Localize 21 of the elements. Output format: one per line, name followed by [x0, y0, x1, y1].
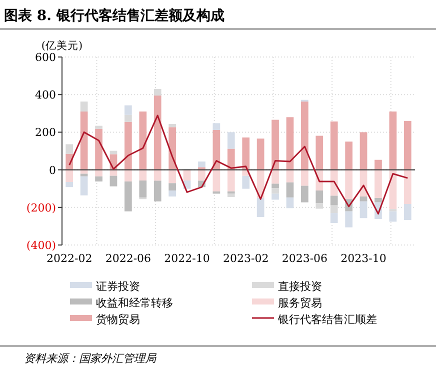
legend-label: 直接投资 — [278, 280, 322, 293]
y-tick-label: 600 — [35, 51, 56, 64]
y-tick-label: 200 — [35, 126, 56, 140]
legend-label: 收益和经常转移 — [96, 296, 173, 310]
x-tick-label: 2022-02 — [46, 252, 92, 265]
chart-title: 图表 8. 银行代客结售汇差额及构成 — [4, 7, 224, 24]
x-tick-label: 2022-10 — [164, 252, 210, 265]
legend-label: 证券投资 — [96, 280, 140, 293]
text: 资料来源：国家外汇管理局 — [24, 352, 157, 365]
y-tick-label: (400) — [26, 239, 56, 252]
x-tick-label: 2023-02 — [222, 252, 269, 265]
legend-label: 货物贸易 — [96, 313, 140, 326]
legend-label: 银行代客结售汇顺差 — [277, 313, 377, 326]
x-tick-label: 2023-10 — [340, 252, 386, 265]
y-tick-label: 400 — [35, 88, 56, 102]
y-tick-label: (200) — [26, 201, 56, 214]
x-tick-label: 2023-06 — [282, 252, 328, 265]
legend-label: 服务贸易 — [278, 296, 322, 310]
y-tick-label: 0 — [49, 164, 56, 177]
x-tick-label: 2022-06 — [105, 252, 152, 265]
y-axis-title: (亿美元) — [41, 39, 83, 52]
